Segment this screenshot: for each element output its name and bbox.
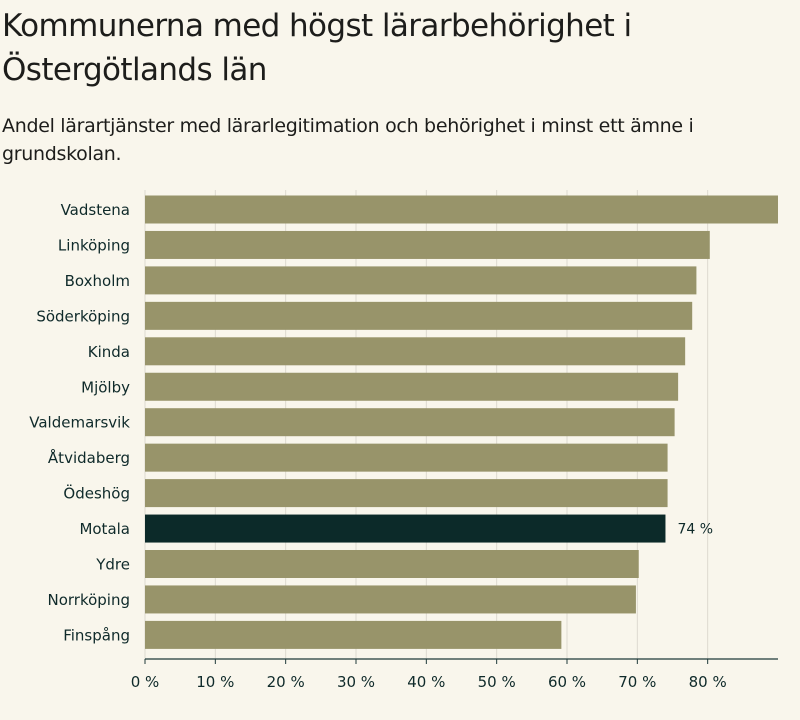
x-tick-label-70: 70 % xyxy=(618,673,656,691)
bar-mjölby xyxy=(145,372,679,401)
bar-boxholm xyxy=(145,266,697,295)
bar-ydre xyxy=(145,550,639,578)
bar-motala xyxy=(145,514,666,543)
x-tick-label-80: 80 % xyxy=(689,673,727,691)
bar-linköping xyxy=(145,230,710,259)
category-label-åtvidaberg: Åtvidaberg xyxy=(48,448,130,467)
chart-subtitle: Andel lärartjänster med lärarlegitimatio… xyxy=(2,115,694,165)
x-tick-label-30: 30 % xyxy=(337,673,375,691)
category-label-söderköping: Söderköping xyxy=(36,307,130,325)
x-tick-label-50: 50 % xyxy=(478,673,516,691)
bar-vadstena xyxy=(145,195,778,224)
highlight-value-label: 74 % xyxy=(677,522,713,538)
category-label-kinda: Kinda xyxy=(88,343,130,361)
category-label-boxholm: Boxholm xyxy=(65,272,130,290)
category-label-finspång: Finspång xyxy=(63,626,130,644)
x-tick-label-60: 60 % xyxy=(548,673,586,691)
bar-söderköping xyxy=(145,301,693,330)
category-label-valdemarsvik: Valdemarsvik xyxy=(29,414,130,432)
x-tick-label-10: 10 % xyxy=(196,673,234,691)
category-label-norrköping: Norrköping xyxy=(47,591,130,609)
bar-kinda xyxy=(145,337,686,366)
category-label-ödeshög: Ödeshög xyxy=(63,484,130,503)
bars xyxy=(145,195,778,649)
category-label-ydre: Ydre xyxy=(95,556,130,574)
bar-norrköping xyxy=(145,585,636,614)
x-tick-label-20: 20 % xyxy=(267,673,305,691)
x-axis: 0 % 10 % 20 % 30 % 40 % 50 % 60 % 70 % 80 % xyxy=(131,658,778,691)
bar-åtvidaberg xyxy=(145,443,668,472)
bar-finspång xyxy=(145,620,562,649)
bar-valdemarsvik xyxy=(145,408,675,437)
chart-title: Kommunerna med högst lärarbehörighet i Ö… xyxy=(2,8,632,88)
x-tick-label-0: 0 % xyxy=(131,673,160,691)
category-label-vadstena: Vadstena xyxy=(61,201,130,219)
category-labels: Vadstena Linköping Boxholm Söderköping Kinda… xyxy=(29,201,713,644)
x-tick-label-40: 40 % xyxy=(407,673,445,691)
category-label-mjölby: Mjölby xyxy=(81,378,130,396)
category-label-motala: Motala xyxy=(79,520,130,538)
category-label-linköping: Linköping xyxy=(58,236,130,254)
bar-ödeshög xyxy=(145,479,668,508)
